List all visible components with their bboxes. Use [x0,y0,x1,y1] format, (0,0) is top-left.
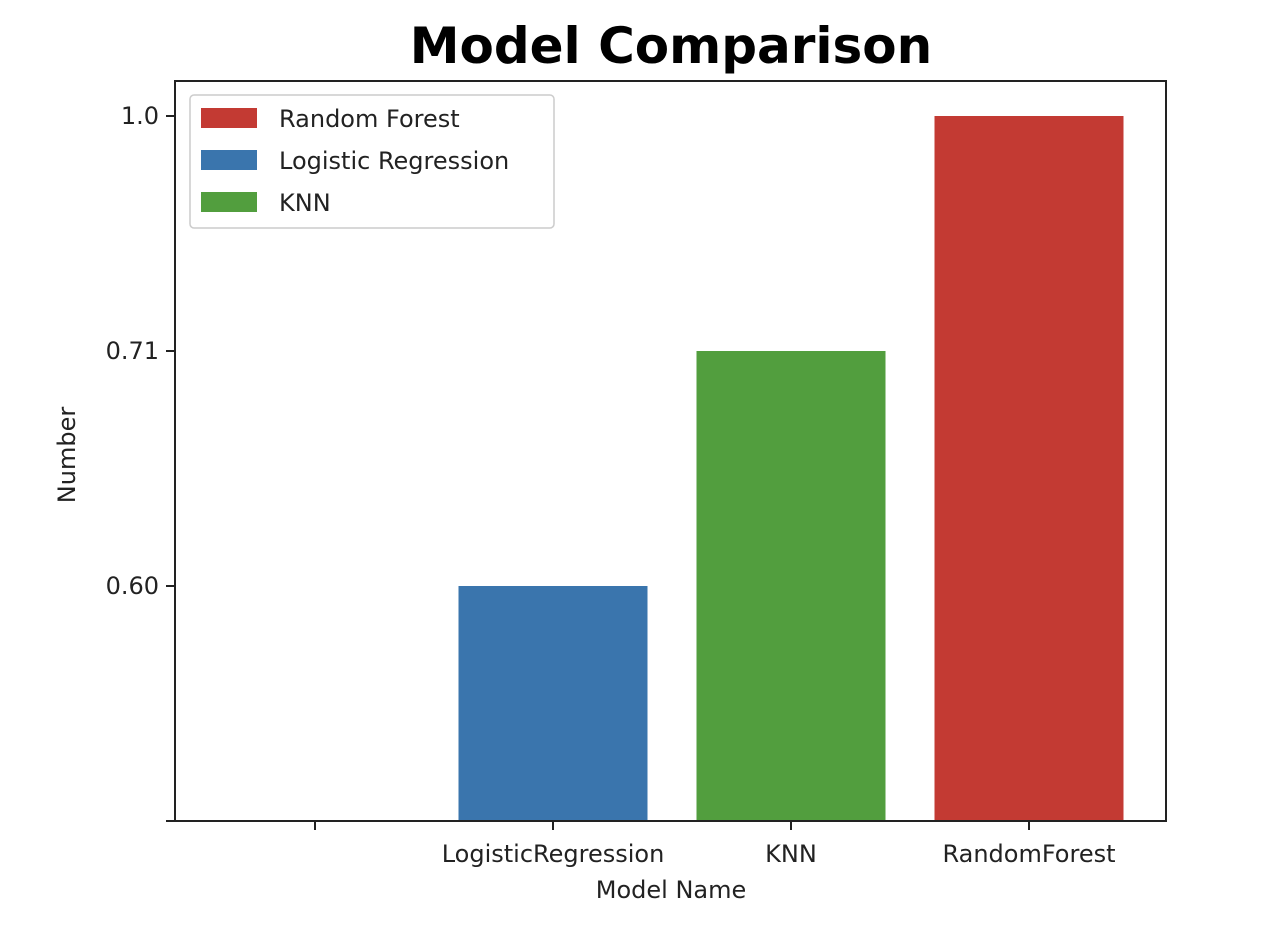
bar-randomforest [934,116,1124,821]
bar-logisticregression [458,586,648,821]
x-tick-label: LogisticRegression [442,840,665,868]
legend-swatch [201,192,257,212]
legend-swatch [201,108,257,128]
x-tick-label: RandomForest [942,840,1115,868]
chart-title: Model Comparison [410,17,933,75]
legend-frame [189,94,555,229]
legend-label: KNN [279,189,331,217]
x-axis-label: Model Name [596,876,747,904]
x-axis: LogisticRegression KNN RandomForest [314,821,1116,868]
y-tick-label: 0.71 [106,337,159,365]
plot-frame [174,80,1167,822]
y-tick-label: 1.0 [121,102,159,130]
x-tick-label: KNN [765,840,817,868]
legend-label: Logistic Regression [279,147,509,175]
legend: Random Forest Logistic Regression KNN [189,94,555,229]
y-axis: 0.60 0.71 1.0 [106,102,175,822]
y-tick-label: 0.60 [106,572,159,600]
legend-swatch [201,150,257,170]
bars-layer [458,116,1124,821]
bar-knn [696,351,886,821]
legend-label: Random Forest [279,105,460,133]
y-axis-label: Number [53,407,81,504]
